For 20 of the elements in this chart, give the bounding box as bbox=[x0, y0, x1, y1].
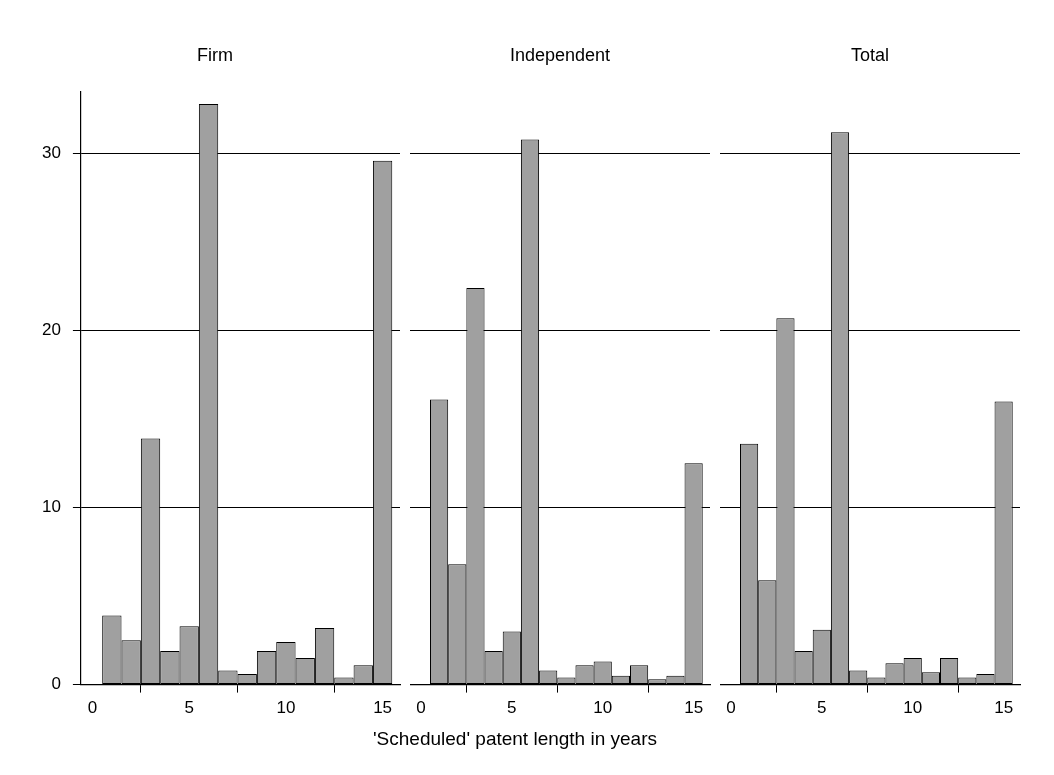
x-tick-label: 15 bbox=[994, 698, 1014, 718]
x-tick-label: 0 bbox=[87, 698, 98, 718]
x-tick-label: 5 bbox=[184, 698, 194, 718]
x-tick-label: 0 bbox=[726, 698, 736, 718]
x-tick-label: 15 bbox=[684, 698, 704, 718]
y-tick-label: 10 bbox=[41, 497, 61, 517]
y-tick-label: 30 bbox=[41, 143, 61, 163]
y-tick-label: 0 bbox=[51, 674, 61, 694]
x-tick-label: 10 bbox=[276, 698, 296, 718]
x-axis-title: 'Scheduled' patent length in years bbox=[372, 728, 658, 750]
x-tick-label: 10 bbox=[593, 698, 613, 718]
x-tick-label: 5 bbox=[507, 698, 517, 718]
chart-title: Independent bbox=[509, 44, 611, 65]
x-tick-label: 0 bbox=[416, 698, 426, 718]
chart-title: Firm bbox=[197, 44, 233, 65]
x-tick-label: 5 bbox=[817, 698, 827, 718]
x-tick-label: 15 bbox=[373, 698, 393, 718]
y-tick-label: 20 bbox=[41, 320, 61, 340]
chart-title: Total bbox=[850, 44, 890, 65]
x-tick-label: 10 bbox=[903, 698, 923, 718]
